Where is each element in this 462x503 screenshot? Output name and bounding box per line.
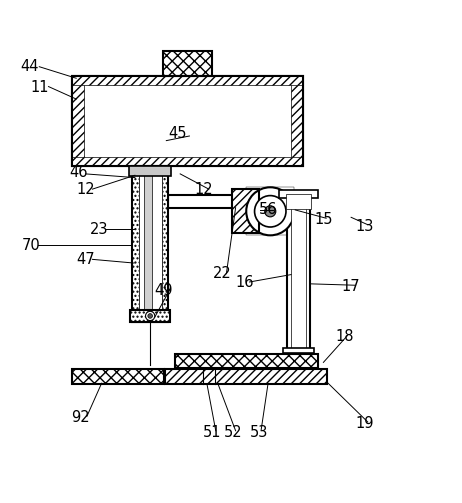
Text: 46: 46 [69, 165, 88, 181]
Bar [232, 189, 259, 233]
Circle shape [246, 187, 294, 235]
Bar [132, 166, 139, 322]
Bar [130, 310, 170, 322]
Text: 15: 15 [314, 212, 333, 227]
Bar [165, 369, 327, 384]
Bar [72, 369, 164, 384]
Bar [232, 189, 259, 233]
Circle shape [255, 196, 286, 227]
Text: 52: 52 [224, 425, 243, 440]
Bar [291, 198, 306, 351]
Text: 17: 17 [342, 279, 360, 294]
Text: 53: 53 [249, 425, 268, 440]
Bar [163, 50, 212, 76]
Text: 22: 22 [213, 266, 231, 281]
Text: 18: 18 [335, 329, 353, 345]
Bar [286, 194, 311, 209]
Text: 45: 45 [169, 126, 187, 141]
Text: 51: 51 [203, 425, 222, 440]
Bar [165, 369, 327, 384]
Text: 11: 11 [30, 80, 49, 95]
Text: 92: 92 [72, 410, 90, 426]
Bar [72, 76, 303, 166]
Bar [168, 195, 277, 208]
Text: 23: 23 [90, 222, 109, 237]
Bar [162, 166, 168, 322]
Bar [274, 195, 281, 213]
Text: 47: 47 [76, 252, 95, 267]
Bar [72, 76, 303, 166]
Text: 44: 44 [21, 59, 39, 74]
Text: 56: 56 [259, 202, 277, 217]
Text: 19: 19 [356, 416, 374, 431]
Text: 12: 12 [76, 182, 95, 197]
Text: 13: 13 [356, 219, 374, 233]
Bar [72, 369, 164, 384]
Bar [72, 157, 303, 166]
Circle shape [148, 314, 152, 318]
Bar [144, 166, 152, 312]
Bar [287, 196, 310, 353]
Bar [129, 166, 171, 176]
Bar [279, 190, 318, 198]
Text: 12: 12 [194, 182, 213, 197]
Bar [139, 166, 162, 317]
Bar [72, 76, 84, 166]
Bar [283, 348, 314, 353]
Bar [175, 354, 318, 368]
Circle shape [265, 206, 276, 217]
Bar [132, 166, 168, 322]
Bar [291, 76, 303, 166]
Bar [130, 310, 170, 322]
Bar [72, 76, 303, 85]
Text: 49: 49 [155, 283, 173, 298]
Text: 70: 70 [22, 238, 41, 253]
Circle shape [146, 311, 155, 320]
Bar [246, 187, 294, 235]
Text: 16: 16 [236, 276, 254, 290]
Bar [175, 354, 318, 368]
